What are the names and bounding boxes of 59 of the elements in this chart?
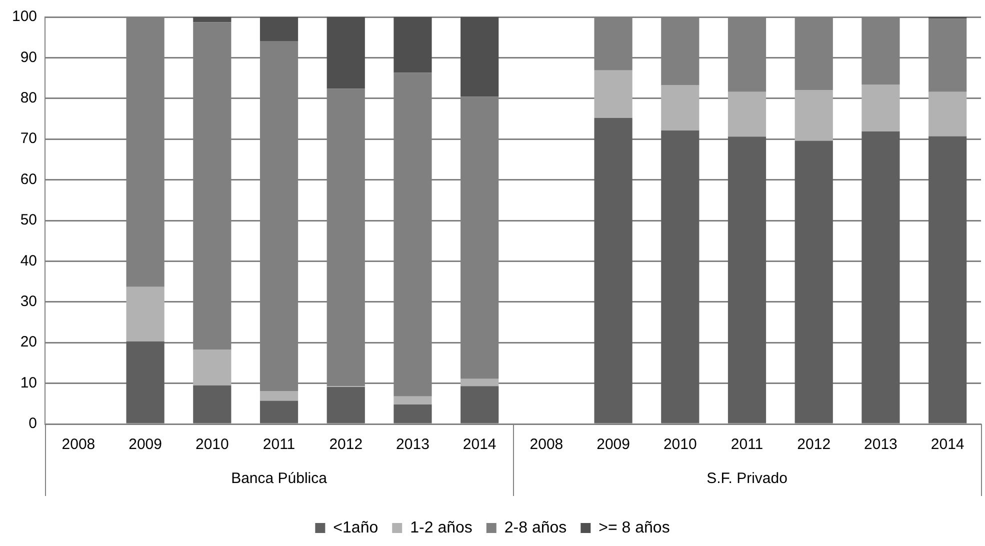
y-tick-label: 60 — [20, 170, 38, 188]
legend-label: >= 8 años — [598, 519, 670, 536]
x-tick-label: 2012 — [329, 436, 363, 454]
x-tick-label: 2014 — [930, 436, 964, 454]
y-tick-label: 10 — [20, 374, 38, 392]
bar — [260, 400, 298, 424]
bar — [728, 136, 766, 424]
bar — [126, 286, 164, 342]
bar — [728, 92, 766, 137]
bar — [193, 385, 232, 424]
bar — [394, 404, 432, 424]
bar — [193, 17, 232, 22]
x-tick-label: 2013 — [864, 436, 898, 454]
x-tick-label: 2009 — [128, 436, 162, 454]
x-tick-label: 2010 — [663, 436, 697, 454]
text: S.F. Privado — [706, 470, 788, 488]
x-tick-label: 2011 — [730, 436, 764, 454]
bar — [862, 84, 900, 132]
x-tick-label: 2010 — [195, 436, 229, 454]
y-tick-label: 80 — [20, 90, 38, 107]
bar — [794, 140, 833, 424]
x-tick-label: 2013 — [396, 436, 430, 454]
x-tick-label: 2008 — [62, 436, 96, 454]
bar — [594, 70, 632, 118]
bar — [394, 396, 432, 404]
bar — [460, 17, 499, 97]
bar — [661, 130, 700, 424]
legend-label: <1año — [333, 519, 378, 536]
bar — [661, 84, 700, 131]
x-tick-label: 2009 — [596, 436, 630, 454]
bar — [460, 378, 499, 386]
bar — [326, 386, 365, 424]
y-tick-label: 100 — [12, 8, 38, 26]
bar — [260, 391, 298, 401]
bar — [862, 131, 900, 424]
bar — [193, 350, 232, 386]
x-tick-label: 2011 — [262, 436, 296, 454]
bar — [460, 386, 499, 424]
x-tick-label: 2012 — [797, 436, 831, 454]
y-tick-label: 90 — [20, 48, 38, 66]
bar — [928, 136, 967, 424]
y-tick-label: 0 — [28, 415, 38, 432]
x-tick-label: 2008 — [530, 436, 564, 454]
bar — [126, 341, 164, 424]
y-tick-label: 40 — [20, 252, 38, 270]
bar — [260, 17, 298, 42]
y-tick-label: 70 — [20, 130, 38, 148]
legend-label: 2-8 años — [504, 519, 567, 536]
bar — [594, 118, 632, 424]
bar — [928, 92, 967, 136]
bar — [394, 17, 432, 73]
bar — [326, 17, 365, 89]
y-tick-label: 50 — [20, 212, 38, 229]
legend-label: 1-2 años — [410, 519, 472, 536]
x-tick-label: 2014 — [462, 436, 496, 454]
bar — [794, 90, 833, 141]
text: Banca Pública — [231, 470, 328, 488]
y-tick-label: 20 — [20, 334, 38, 351]
y-tick-label: 30 — [20, 293, 38, 310]
